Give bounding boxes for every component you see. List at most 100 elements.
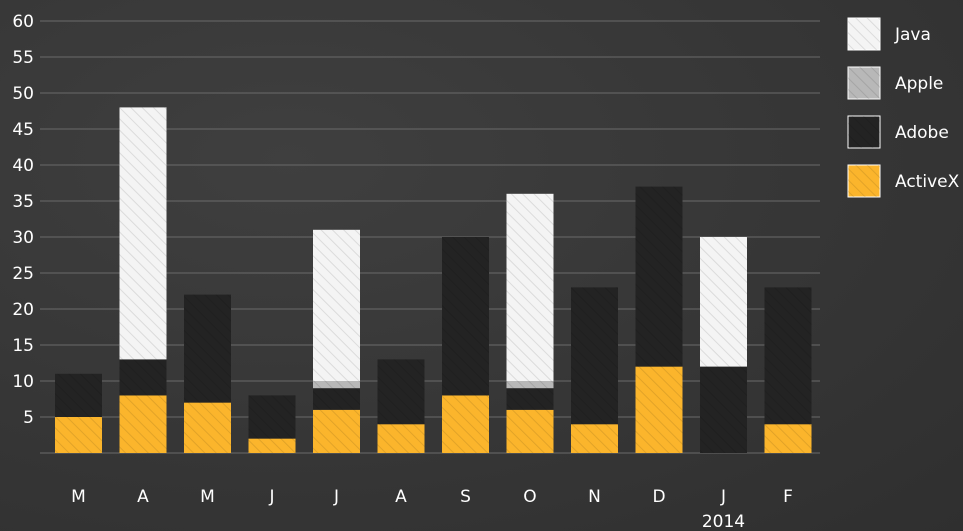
x-tick-label: S: [460, 487, 471, 507]
legend-item-java: Java: [847, 17, 931, 51]
grid-lines: [40, 20, 820, 454]
bar-segment-apple: [313, 381, 360, 389]
y-tick-label: 45: [12, 120, 34, 140]
legend-label: Java: [894, 25, 931, 45]
bar-segment-adobe: [55, 373, 102, 417]
bar-hatch: [248, 438, 296, 453]
bar-hatch: [571, 424, 618, 453]
y-tick-label: 35: [12, 192, 34, 212]
y-tick-label: 5: [23, 408, 34, 428]
bar-hatch: [506, 193, 554, 381]
bar-hatch: [506, 409, 554, 453]
bar-segment-java: [313, 229, 360, 381]
bar-hatch: [119, 395, 167, 453]
bar-segment-adobe: [442, 237, 489, 396]
bar-segment-adobe: [506, 388, 554, 410]
bar-segment-adobe: [700, 366, 747, 453]
bar-hatch: [764, 424, 812, 453]
bar-hatch: [571, 287, 618, 425]
bar-segment-adobe: [313, 388, 360, 410]
y-tick-label: 15: [12, 336, 34, 356]
bar-hatch: [377, 424, 425, 453]
bars: [55, 107, 812, 453]
bar-hatch: [313, 229, 360, 381]
legend-label: Apple: [895, 74, 943, 94]
legend: Java Apple Adobe ActiveX: [847, 17, 960, 198]
x-tick-label: D: [652, 487, 665, 507]
y-tick-label: 50: [12, 84, 34, 104]
bar-hatch: [313, 388, 360, 410]
bar-segment-adobe: [184, 294, 231, 403]
y-tick-label: 25: [12, 264, 34, 284]
bar-segment-java: [119, 107, 167, 360]
x-tick-label: J: [268, 487, 274, 507]
bar-segment-activex: [377, 424, 425, 453]
bar-hatch: [506, 388, 554, 410]
legend-item-activex: ActiveX: [847, 164, 960, 198]
bar-segment-activex: [635, 366, 683, 453]
x-tick-label: J: [333, 487, 339, 507]
legend-swatch-hatch: [848, 165, 880, 197]
bar-segment-activex: [184, 402, 231, 453]
x-tick-label: A: [395, 487, 407, 507]
bar-hatch: [313, 409, 360, 453]
bar-hatch: [442, 237, 489, 396]
x-axis-ticks: M A M J J A S O N D J F 2014: [71, 487, 793, 531]
bar-hatch: [184, 402, 231, 453]
legend-swatch-hatch: [848, 67, 880, 99]
bar-segment-activex: [313, 409, 360, 453]
x-tick-label: J: [720, 487, 726, 507]
bar-segment-adobe: [635, 186, 683, 367]
bar-hatch: [506, 381, 554, 389]
bar-hatch: [313, 381, 360, 389]
bar-hatch: [184, 294, 231, 403]
bar-hatch: [55, 373, 102, 417]
bar-hatch: [119, 107, 167, 360]
x-tick-label: O: [523, 487, 536, 507]
x-tick-label: F: [783, 487, 793, 507]
bar-segment-activex: [248, 438, 296, 453]
y-tick-label: 20: [12, 300, 34, 320]
bar-segment-adobe: [764, 287, 812, 425]
legend-swatch-hatch: [848, 116, 880, 148]
bar-segment-adobe: [119, 359, 167, 396]
legend-item-adobe: Adobe: [847, 115, 949, 149]
bar-segment-activex: [119, 395, 167, 453]
bar-segment-activex: [506, 409, 554, 453]
bar-segment-activex: [442, 395, 489, 453]
year-label: 2014: [702, 512, 745, 531]
x-tick-label: M: [71, 487, 86, 507]
legend-label: Adobe: [895, 123, 949, 143]
bar-hatch: [442, 395, 489, 453]
x-tick-label: A: [137, 487, 149, 507]
y-axis-ticks: 5 10 15 20 25 30 35 40 45 50 55 60: [12, 12, 34, 428]
bar-segment-java: [700, 237, 747, 367]
bar-hatch: [55, 417, 102, 453]
bar-segment-adobe: [248, 395, 296, 439]
bar-segment-activex: [55, 417, 102, 453]
y-tick-label: 30: [12, 228, 34, 248]
bar-hatch: [119, 359, 167, 396]
bar-hatch: [377, 359, 425, 425]
bar-hatch: [635, 366, 683, 453]
x-tick-label: M: [200, 487, 215, 507]
y-tick-label: 10: [12, 372, 34, 392]
bar-segment-adobe: [571, 287, 618, 425]
bar-hatch: [764, 287, 812, 425]
y-tick-label: 40: [12, 156, 34, 176]
y-tick-label: 55: [12, 48, 34, 68]
x-tick-label: N: [588, 487, 601, 507]
bar-segment-adobe: [377, 359, 425, 425]
bar-segment-java: [506, 193, 554, 381]
bar-segment-apple: [506, 381, 554, 389]
legend-item-apple: Apple: [847, 66, 943, 100]
legend-swatch-hatch: [848, 18, 880, 50]
bar-hatch: [700, 237, 747, 367]
bar-hatch: [248, 395, 296, 439]
y-tick-label: 60: [12, 12, 34, 32]
bar-hatch: [635, 186, 683, 367]
legend-label: ActiveX: [895, 172, 960, 192]
bar-segment-activex: [571, 424, 618, 453]
